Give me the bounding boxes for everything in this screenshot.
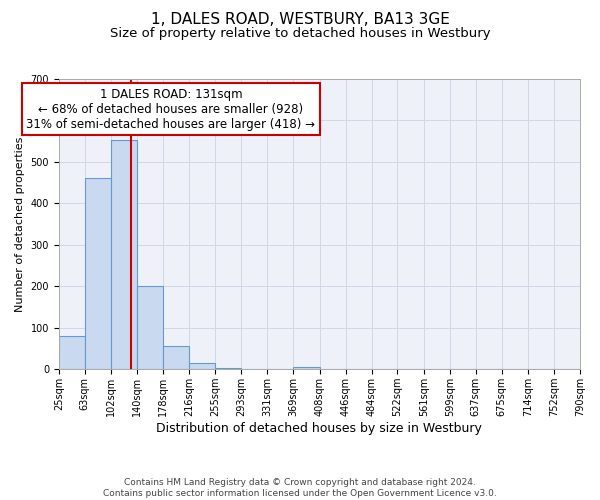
Bar xyxy=(111,140,137,370)
Bar xyxy=(137,286,163,370)
Bar xyxy=(189,363,215,370)
Y-axis label: Number of detached properties: Number of detached properties xyxy=(15,136,25,312)
Text: Size of property relative to detached houses in Westbury: Size of property relative to detached ho… xyxy=(110,28,490,40)
Bar xyxy=(59,336,85,370)
Text: 1, DALES ROAD, WESTBURY, BA13 3GE: 1, DALES ROAD, WESTBURY, BA13 3GE xyxy=(151,12,449,28)
X-axis label: Distribution of detached houses by size in Westbury: Distribution of detached houses by size … xyxy=(157,422,482,435)
Text: 1 DALES ROAD: 131sqm
← 68% of detached houses are smaller (928)
31% of semi-deta: 1 DALES ROAD: 131sqm ← 68% of detached h… xyxy=(26,88,316,130)
Bar xyxy=(293,367,320,370)
Bar xyxy=(163,346,189,370)
Bar xyxy=(85,178,111,370)
Text: Contains HM Land Registry data © Crown copyright and database right 2024.
Contai: Contains HM Land Registry data © Crown c… xyxy=(103,478,497,498)
Bar xyxy=(215,368,241,370)
